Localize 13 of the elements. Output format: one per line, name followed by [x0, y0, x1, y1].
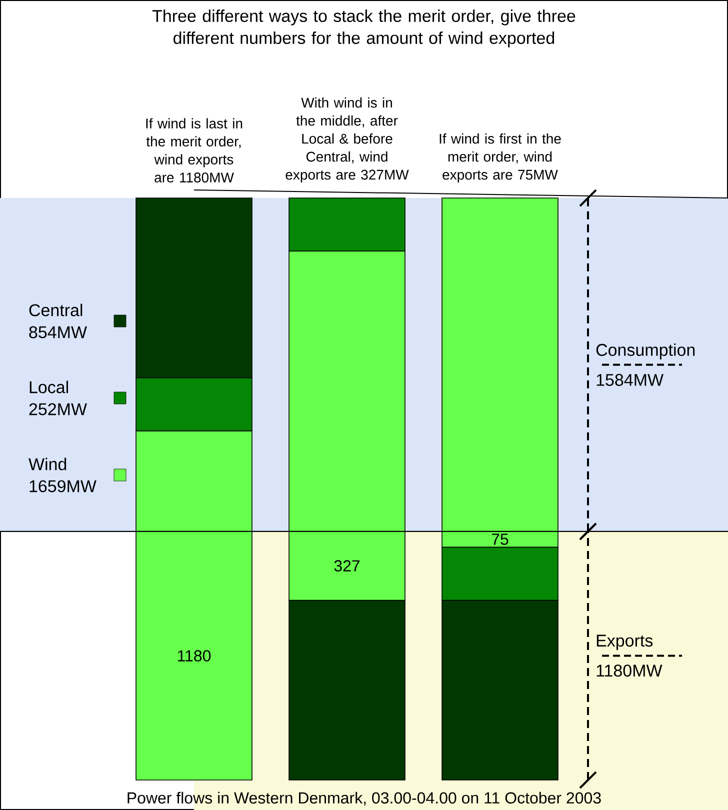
text: Central 854MW [29, 304, 87, 338]
x-tick-label: If wind is first in the merit order, wind exports are 75MW [440, 133, 561, 182]
data-label: 327 [334, 560, 360, 572]
text: Power flows in Western Denmark, 03.00-04.00 on 11 October 2003 [128, 792, 601, 806]
x-tick-label: With wind is in the middle, after Local & before Central, wind exports are 327MW [286, 97, 409, 182]
data-label: 1180 [178, 650, 211, 662]
text: Wind 1659MW [28, 458, 96, 492]
data-label: 75 [492, 534, 508, 545]
band-label: Exports 1180MW [596, 634, 662, 677]
band-label: Consumption 1584MW [596, 343, 695, 386]
x-tick-label: If wind is last in the merit order, wind exports are 1180MW [146, 118, 242, 182]
chart-title: Three different ways to stack the merit order, give three different numbers for the amount of wind exported [152, 10, 576, 48]
text: Local 252MW [29, 380, 87, 416]
